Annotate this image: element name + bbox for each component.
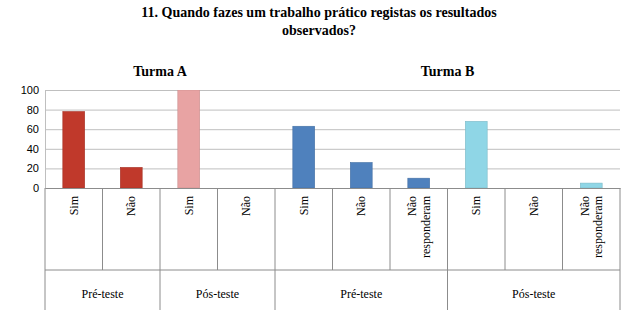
grid-line: [45, 129, 620, 130]
y-tick: 60: [27, 123, 620, 135]
axis-separator: [332, 188, 333, 270]
axis-frame: [45, 188, 620, 310]
bar: [465, 121, 487, 188]
bar: [178, 90, 200, 188]
x-tick-label: Não: [239, 196, 253, 216]
x-tick-label: Sim: [182, 195, 196, 215]
bars: [63, 90, 602, 188]
axis-separator: [45, 270, 620, 271]
y-tick: 80: [27, 104, 620, 116]
y-tick-label: 0: [33, 182, 39, 194]
y-tick: 40: [27, 143, 620, 155]
x-tick-label: Não: [354, 196, 368, 216]
x-tick: Sim: [67, 188, 81, 215]
x-tick-label-line: Não: [578, 196, 592, 216]
x-tick-label: Nãoresponderam: [578, 195, 605, 258]
x-tick: Não: [124, 188, 138, 216]
x-tick: Não: [527, 188, 541, 216]
group-label: Pós-teste: [196, 287, 239, 301]
axis-separator: [562, 188, 563, 270]
group-label: Pós-teste: [512, 287, 555, 301]
axis-separator: [275, 188, 276, 310]
grid-line: [45, 149, 620, 150]
panel-title: Turma A: [133, 64, 187, 79]
y-axis-line: [45, 91, 46, 189]
title: 11. Quando fazes um trabalho prático reg…: [141, 5, 497, 38]
y-axis: 0 20 40 60 80 100: [21, 84, 620, 194]
axis-separator: [620, 188, 621, 310]
x-tick: Não: [354, 188, 368, 216]
grid-line: [45, 90, 620, 91]
x-tick-label: Nãoresponderam: [405, 195, 432, 258]
axis-separator: [217, 188, 218, 270]
title-line: 11. Quando fazes um trabalho prático reg…: [141, 5, 497, 20]
axis-separator: [447, 188, 448, 310]
bar: [408, 178, 430, 188]
axis-separator: [390, 188, 391, 270]
y-tick-label: 40: [27, 143, 39, 155]
y-tick: 100: [21, 84, 620, 96]
bar: [350, 163, 372, 188]
bar: [293, 126, 315, 188]
title-line: observados?: [282, 23, 356, 38]
group-label: Pré-teste: [340, 287, 382, 301]
y-tick-label: 100: [21, 84, 39, 96]
y-tick: 20: [27, 162, 620, 174]
x-tick-label-line: responderam: [591, 195, 605, 258]
y-tick-label: 60: [27, 123, 39, 135]
bar: [235, 188, 257, 189]
x-tick: Sim: [182, 188, 196, 215]
x-tick-label: Não: [527, 196, 541, 216]
x-tick: Não: [239, 188, 253, 216]
bar: [63, 112, 85, 188]
axis-separator: [505, 188, 506, 270]
axis-separator: [102, 188, 103, 270]
x-tick: Nãoresponderam: [405, 188, 432, 258]
bar: [120, 167, 142, 188]
group-label: Pré-teste: [82, 287, 124, 301]
axis-separator: [160, 188, 161, 310]
x-tick-label: Não: [124, 196, 138, 216]
x-tick-label-line: Não: [405, 196, 419, 216]
x-tick: Sim: [297, 188, 311, 215]
x-tick-label: Sim: [469, 195, 483, 215]
panel-title: Turma B: [421, 64, 475, 79]
axis-separator: [45, 188, 46, 310]
y-tick-label: 80: [27, 104, 39, 116]
bar: [523, 188, 545, 189]
x-tick-label-line: responderam: [419, 195, 433, 258]
chart: 11. Quando fazes um trabalho prático reg…: [0, 0, 638, 312]
bar: [580, 183, 602, 188]
y-tick-label: 20: [27, 162, 39, 174]
x-tick-label: Sim: [297, 195, 311, 215]
grid-line: [45, 110, 620, 111]
x-tick: Nãoresponderam: [578, 188, 605, 258]
x-tick: Sim: [469, 188, 483, 215]
x-tick-label: Sim: [67, 195, 81, 215]
